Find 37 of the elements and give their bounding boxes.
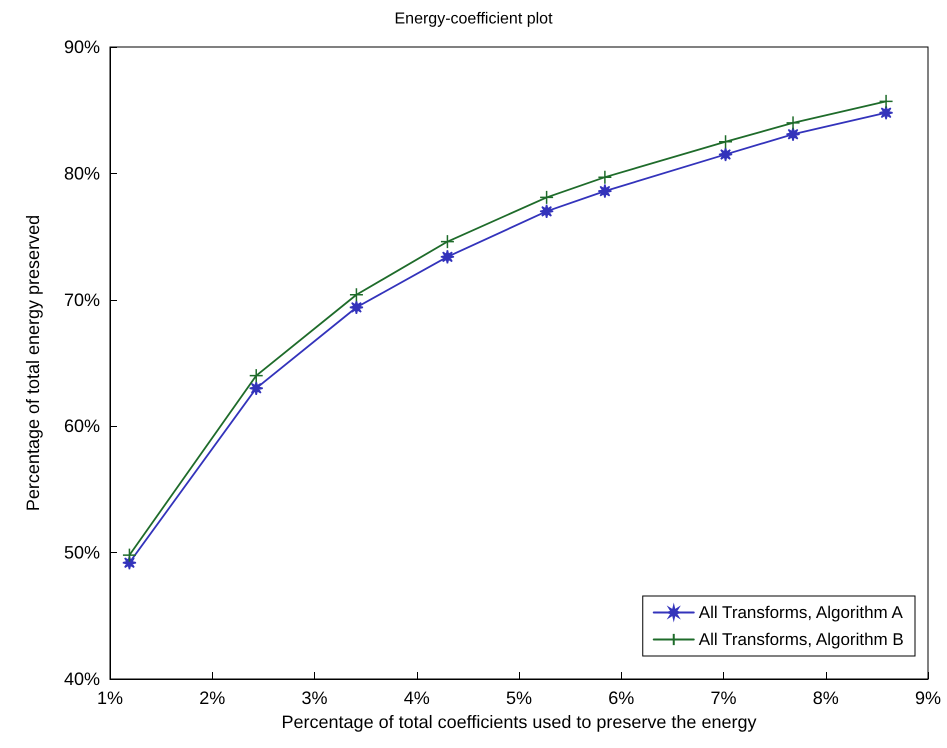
point bbox=[349, 287, 364, 302]
legend-label: All Transforms, Algorithm A bbox=[698, 603, 904, 622]
point bbox=[786, 116, 800, 130]
x-tick-label: 2% bbox=[199, 688, 226, 708]
point bbox=[598, 184, 612, 198]
x-tick-label: 6% bbox=[608, 688, 634, 708]
x-axis-title: Percentage of total coefficients used to preserve the energy bbox=[282, 712, 756, 732]
legend-label: All Transforms, Algorithm B bbox=[698, 630, 904, 649]
point bbox=[248, 381, 264, 396]
point bbox=[349, 300, 364, 315]
point bbox=[718, 147, 733, 162]
point bbox=[248, 368, 264, 383]
point bbox=[440, 250, 455, 264]
y-tick-label: 50% bbox=[64, 542, 100, 563]
point bbox=[786, 126, 800, 142]
x-tick-label: 9% bbox=[914, 688, 942, 708]
point bbox=[440, 234, 455, 249]
x-tick-label: 8% bbox=[812, 688, 839, 708]
y-tick-label: 80% bbox=[64, 163, 100, 184]
x-tick-label: 5% bbox=[506, 688, 532, 708]
y-axis-title: Percentage of total energy preserved bbox=[23, 214, 43, 512]
x-tick-label: 1% bbox=[96, 688, 124, 708]
point bbox=[878, 105, 894, 120]
point bbox=[539, 204, 554, 219]
point bbox=[122, 548, 137, 562]
y-tick-label: 40% bbox=[64, 669, 100, 689]
x-tick-label: 3% bbox=[301, 688, 328, 708]
point bbox=[878, 94, 894, 109]
chart-title: Energy-coefficient plot bbox=[394, 10, 554, 28]
point bbox=[718, 134, 733, 150]
y-tick-label: 60% bbox=[64, 416, 100, 436]
x-tick-label: 4% bbox=[404, 688, 430, 708]
y-tick-label: 90% bbox=[64, 37, 100, 57]
point bbox=[598, 170, 612, 184]
x-tick-label: 7% bbox=[710, 688, 737, 708]
point bbox=[539, 190, 554, 205]
y-tick-label: 70% bbox=[64, 290, 100, 310]
